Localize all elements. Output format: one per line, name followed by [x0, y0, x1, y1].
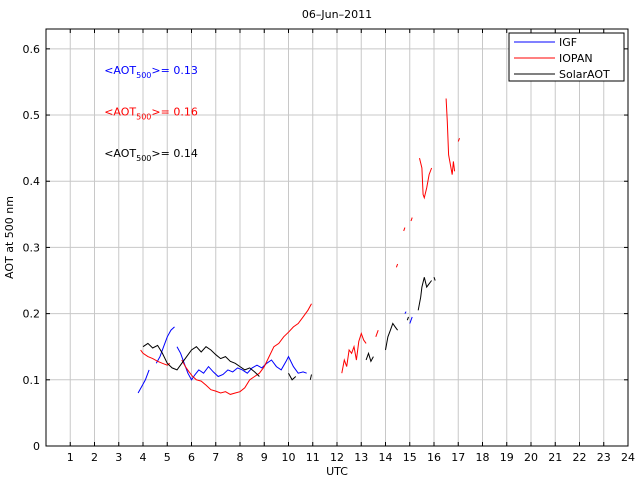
y-tick-label: 0	[33, 440, 40, 453]
x-tick-label: 4	[140, 451, 147, 464]
x-tick-label: 8	[237, 451, 244, 464]
x-tick-label: 13	[354, 451, 368, 464]
legend-label-solaraot: SolarAOT	[559, 68, 610, 81]
series-line-segment	[395, 263, 399, 268]
annotation-suffix: >= 0.14	[151, 147, 197, 160]
x-tick-label: 7	[212, 451, 219, 464]
series-iopan	[140, 98, 460, 395]
x-tick-label: 18	[476, 451, 490, 464]
series-line-segment	[365, 351, 374, 363]
series-line-segment	[137, 369, 150, 394]
x-tick-label: 20	[524, 451, 538, 464]
series-line-segment	[403, 227, 406, 232]
annotation-prefix: <AOT	[104, 106, 136, 119]
series-line-segment	[410, 217, 413, 222]
series-igf	[137, 311, 413, 394]
x-axis-label: UTC	[326, 465, 348, 478]
x-tick-label: 24	[621, 451, 635, 464]
y-tick-label: 0.1	[23, 374, 41, 387]
series-line-segment	[417, 277, 432, 311]
x-tick-label: 21	[548, 451, 562, 464]
x-tick-label: 10	[282, 451, 296, 464]
x-tick-label: 12	[330, 451, 344, 464]
series-solaraot	[142, 277, 436, 381]
series-line-segment	[142, 342, 260, 377]
chart-title: 06–Jun–2011	[302, 8, 372, 21]
series-line-segment	[433, 277, 436, 281]
x-tick-label: 11	[306, 451, 320, 464]
x-tick-label: 9	[261, 451, 268, 464]
y-tick-label: 0.6	[23, 43, 41, 56]
annotation-subscript: 500	[136, 154, 151, 163]
series-line-segment	[406, 316, 409, 321]
series-line-segment	[140, 349, 171, 366]
y-tick-label: 0.3	[23, 241, 41, 254]
series-line-segment	[445, 98, 456, 175]
mean-annotations: <AOT500>= 0.13<AOT500>= 0.16<AOT500>= 0.…	[104, 64, 198, 163]
x-tick-label: 19	[500, 451, 514, 464]
annotation-prefix: <AOT	[104, 147, 136, 160]
x-tick-label: 15	[403, 451, 417, 464]
grid	[46, 29, 628, 446]
series-group	[137, 98, 460, 395]
annotation-subscript: 500	[136, 71, 151, 80]
annotation-suffix: >= 0.13	[151, 64, 197, 77]
annotation-subscript: 500	[136, 113, 151, 122]
series-line-segment	[419, 157, 433, 200]
y-tick-label: 0.5	[23, 109, 41, 122]
x-tick-label: 6	[188, 451, 195, 464]
legend-label-igf: IGF	[559, 36, 577, 49]
y-axis-label: AOT at 500 nm	[3, 196, 16, 279]
series-line-segment	[176, 346, 307, 381]
x-tick-label: 23	[597, 451, 611, 464]
mean-aot-annotation: <AOT500>= 0.13	[104, 64, 198, 80]
annotation-suffix: >= 0.16	[151, 106, 197, 119]
x-tick-label: 14	[379, 451, 393, 464]
series-line-segment	[341, 331, 367, 374]
series-line-segment	[375, 330, 379, 337]
legend: IGF IOPAN SolarAOT	[508, 32, 625, 82]
series-line-segment	[309, 374, 312, 380]
x-tick-label: 22	[573, 451, 587, 464]
x-tick-label: 17	[451, 451, 465, 464]
series-line-segment	[409, 316, 413, 324]
x-tick-label: 16	[427, 451, 441, 464]
legend-label-iopan: IOPAN	[559, 52, 593, 65]
annotation-prefix: <AOT	[104, 64, 136, 77]
axis-ticks: 1 2 3 4 5 6 7 8 9 10 11 12 13 14 15 16 17 18 19 20 21 22 23 240…	[23, 29, 635, 464]
x-tick-label: 5	[164, 451, 171, 464]
x-tick-label: 2	[91, 451, 98, 464]
series-line-segment	[385, 322, 399, 351]
x-tick-label: 3	[115, 451, 122, 464]
y-tick-label: 0.4	[23, 175, 41, 188]
series-line-segment	[404, 311, 407, 314]
x-tick-label: 1	[67, 451, 74, 464]
legend-box	[508, 32, 625, 82]
series-line-segment	[288, 372, 297, 381]
series-line-segment	[155, 326, 175, 364]
y-tick-label: 0.2	[23, 308, 41, 321]
mean-aot-annotation: <AOT500>= 0.16	[104, 106, 198, 122]
mean-aot-annotation: <AOT500>= 0.14	[104, 147, 198, 163]
series-line-segment	[457, 138, 460, 142]
series-line-segment	[181, 303, 312, 395]
